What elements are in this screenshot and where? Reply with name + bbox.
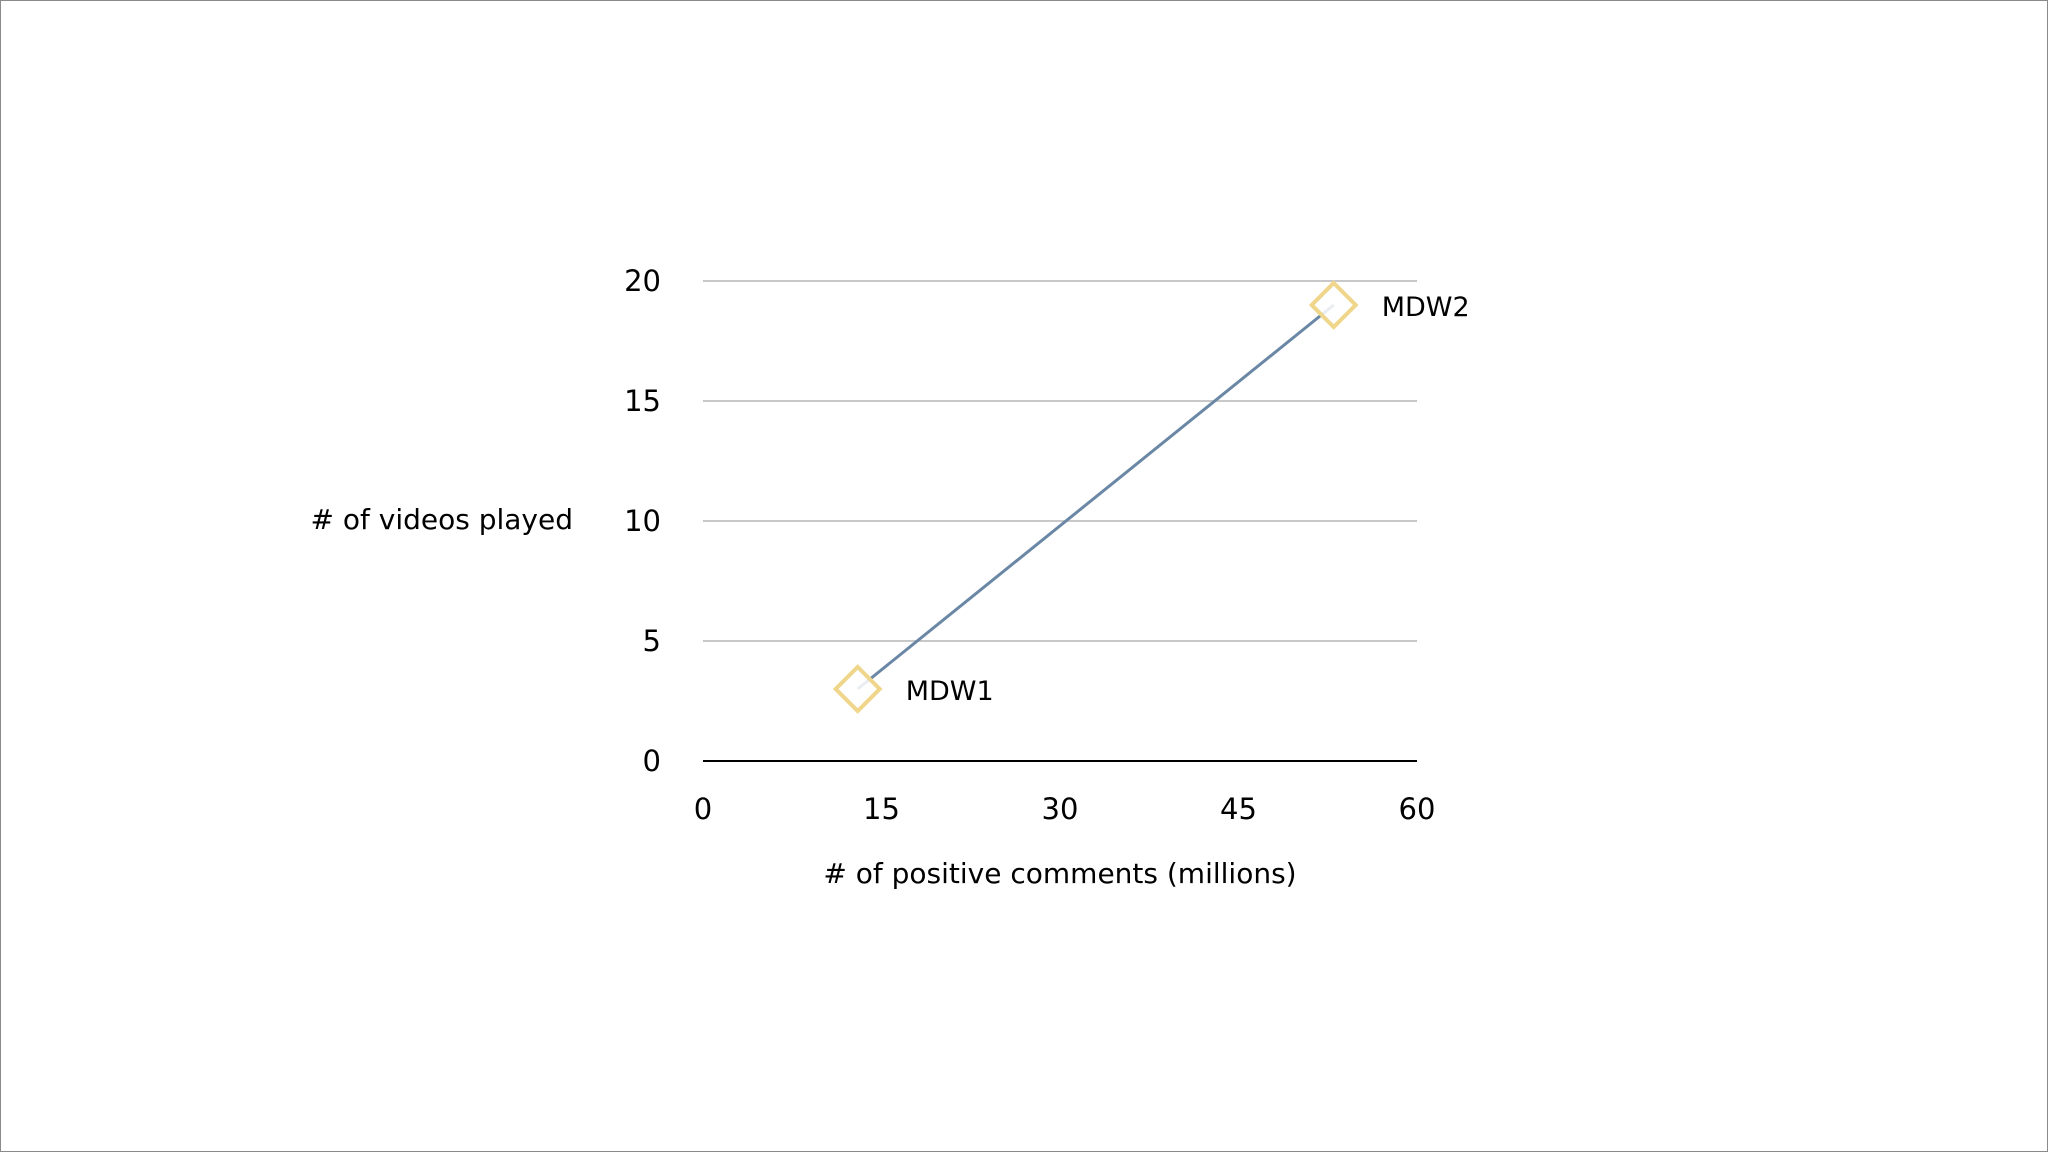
series-line-group <box>856 303 1335 691</box>
series-line <box>856 303 1335 691</box>
y-tick-label: 20 <box>624 264 661 298</box>
data-label: MDW1 <box>906 676 994 707</box>
x-tick-labels: 0 15 30 45 60 <box>694 792 1436 826</box>
y-tick-label: 0 <box>643 744 661 778</box>
y-tick-label: 10 <box>624 504 661 538</box>
gridlines <box>703 280 1417 642</box>
diamond-marker <box>1308 280 1359 330</box>
y-axis-title: # of videos played <box>311 503 574 536</box>
data-markers <box>832 280 1359 714</box>
data-label: MDW2 <box>1382 292 1470 323</box>
x-tick-label: 30 <box>1042 792 1079 826</box>
y-tick-label: 15 <box>624 384 661 418</box>
x-tick-label: 60 <box>1399 792 1436 826</box>
y-tick-label: 5 <box>643 624 661 658</box>
x-tick-label: 15 <box>863 792 900 826</box>
x-tick-label: 0 <box>694 792 712 826</box>
diamond-marker <box>832 664 883 714</box>
x-axis-title: # of positive comments (millions) <box>823 857 1296 890</box>
data-labels: MDW1 MDW2 <box>906 292 1470 707</box>
y-tick-labels: 0 5 10 15 20 <box>624 264 661 778</box>
x-tick-label: 45 <box>1220 792 1257 826</box>
